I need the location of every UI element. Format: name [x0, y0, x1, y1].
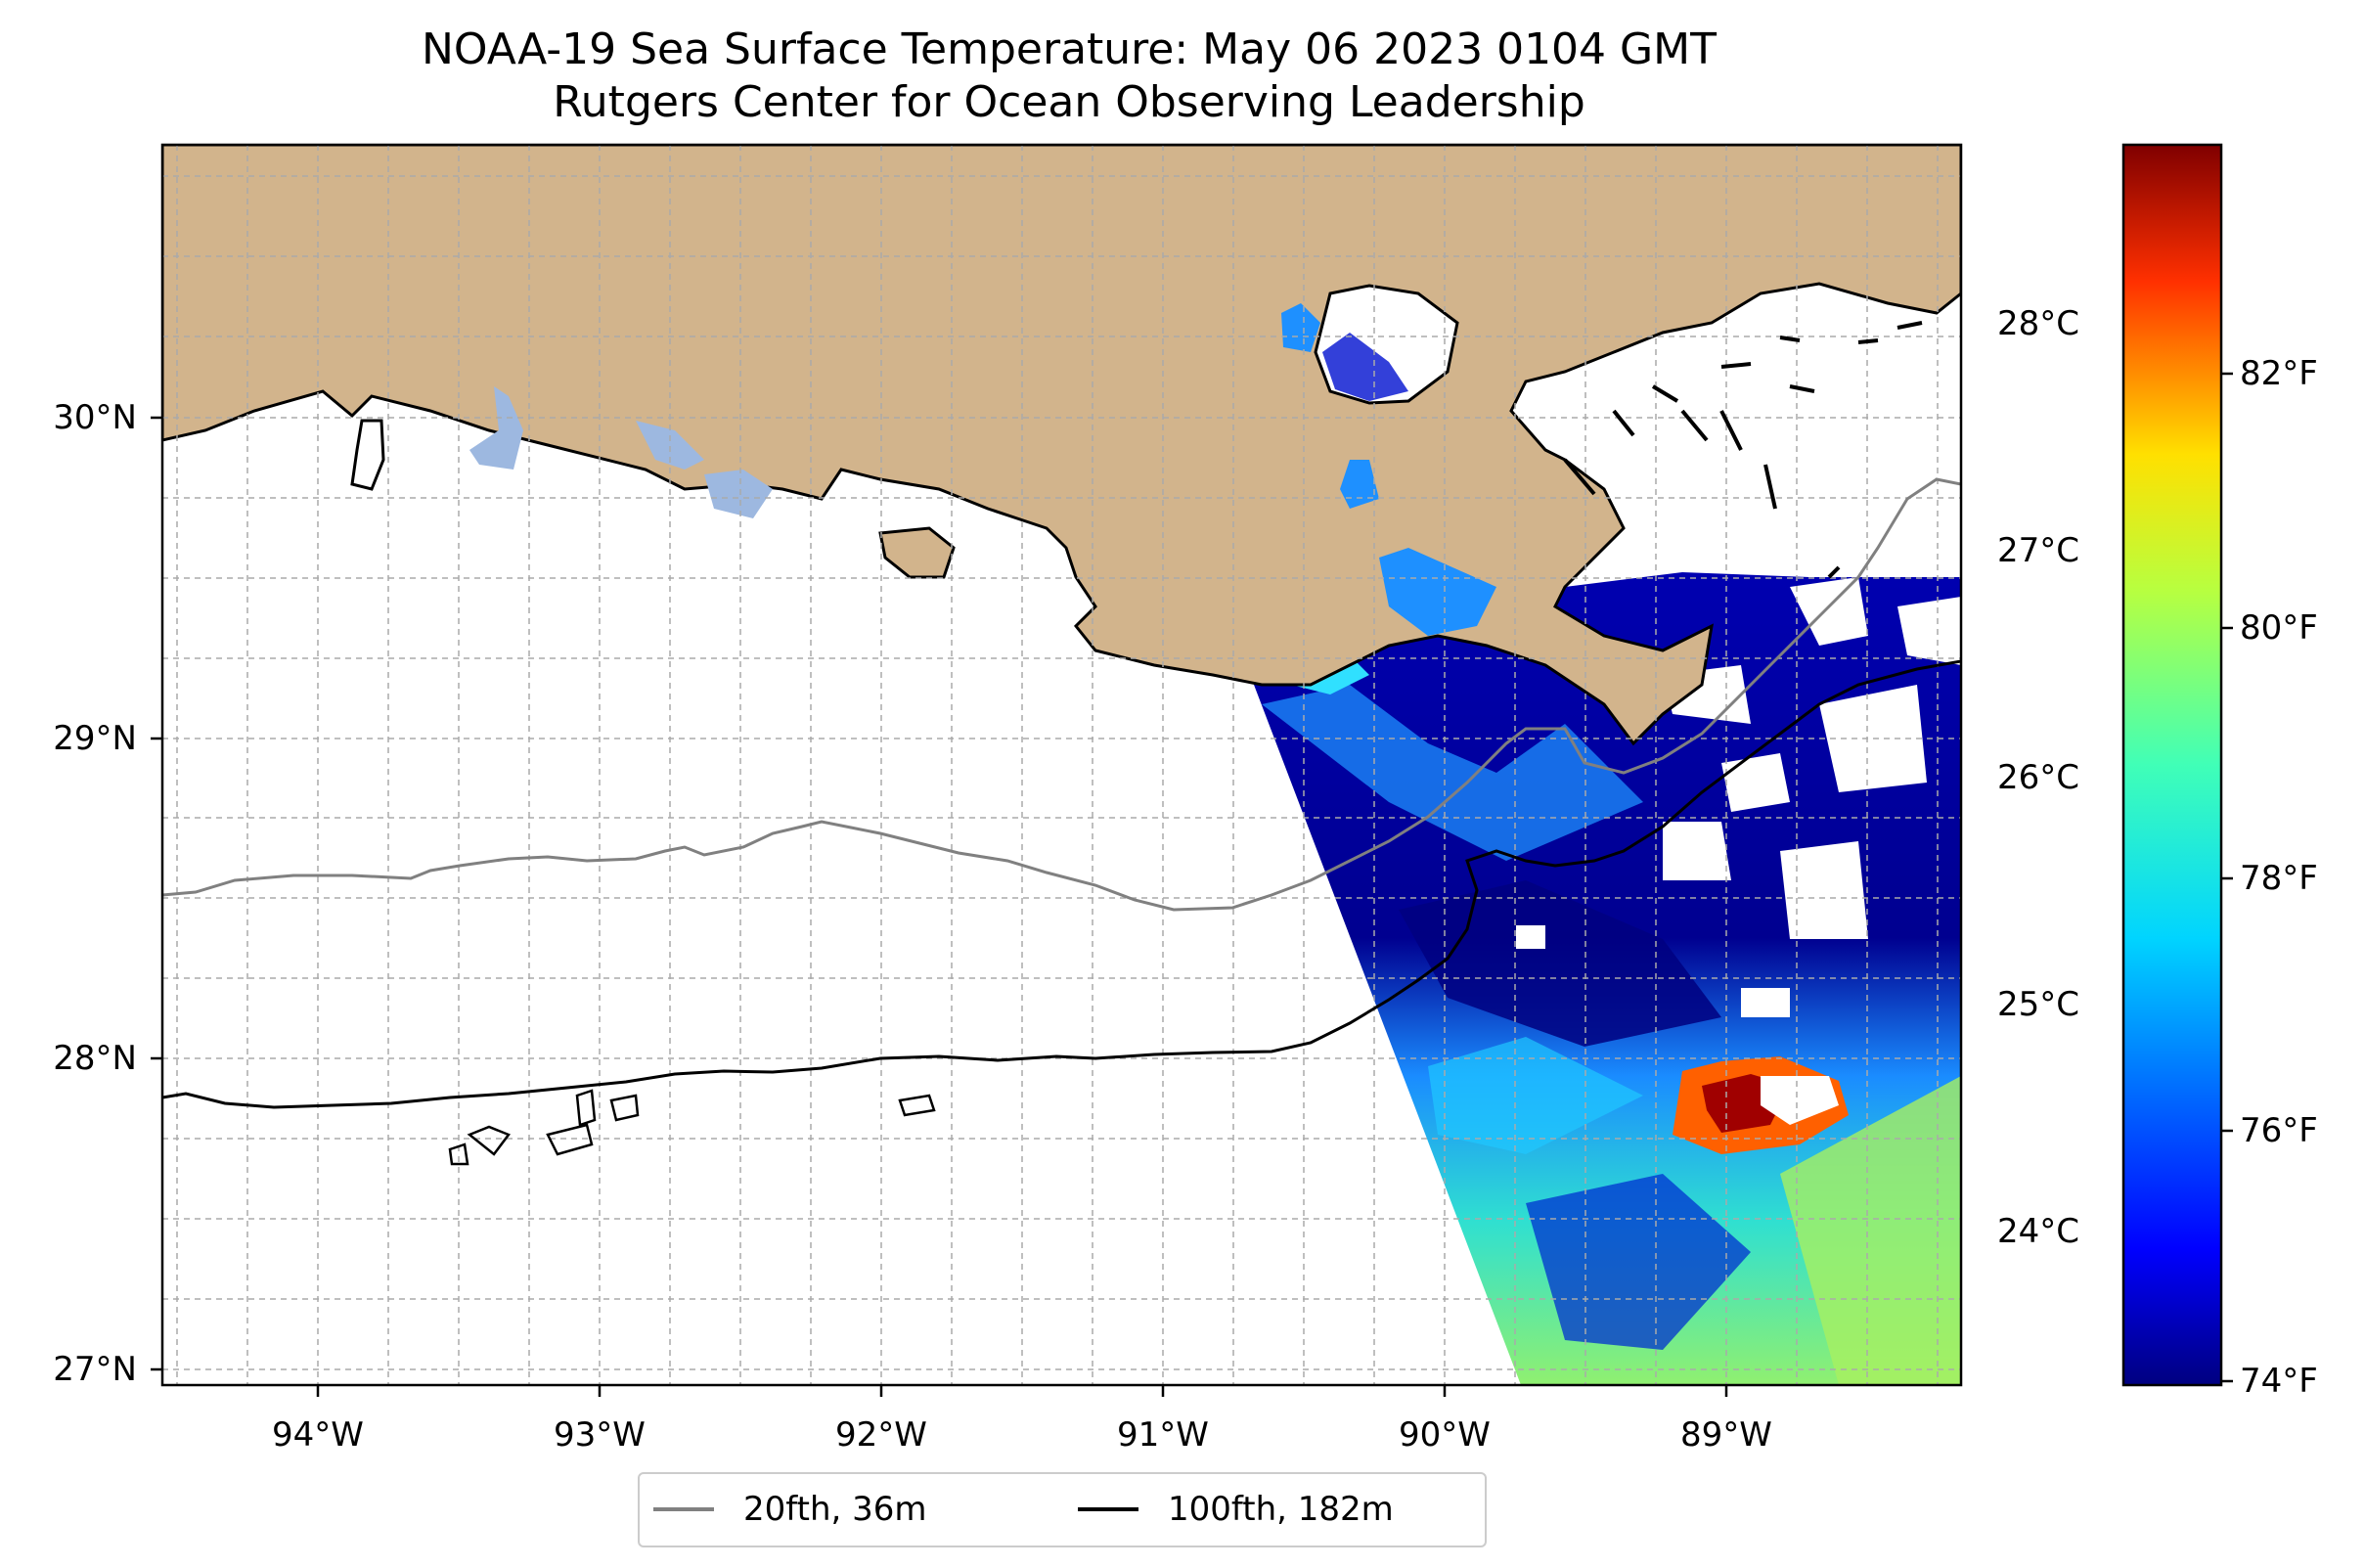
- lon-label-94w: 94°W: [272, 1415, 364, 1455]
- lake-grand: [636, 421, 704, 470]
- colorbar-label-25c: 25°C: [1997, 985, 2080, 1024]
- land-louisiana: [162, 145, 1961, 746]
- colorbar-label-28c: 28°C: [1997, 304, 2080, 343]
- isobath-20fth: [162, 477, 1961, 912]
- delta-island-dashes: [1563, 321, 1923, 579]
- lon-label-90w: 90°W: [1399, 1415, 1491, 1455]
- colorbar-label-82f: 82°F: [2240, 354, 2318, 393]
- lon-label-93w: 93°W: [554, 1415, 646, 1455]
- chart-title: NOAA-19 Sea Surface Temperature: May 06 …: [422, 24, 1717, 74]
- legend-label-20fth: 20fth, 36m: [743, 1490, 927, 1529]
- legend-label-100fth: 100fth, 182m: [1168, 1490, 1394, 1529]
- shoal-outlines: [448, 1089, 936, 1166]
- colorbar-label-26c: 26°C: [1997, 758, 2080, 797]
- colorbar-gradient: [2121, 143, 2223, 1387]
- legend: 20fth, 36m 100fth, 182m: [638, 1472, 1487, 1547]
- map-frame: [160, 143, 1963, 1387]
- chart-subtitle: Rutgers Center for Ocean Observing Leade…: [553, 77, 1585, 127]
- lat-label-30n: 30°N: [53, 398, 137, 437]
- axis-ticks: [151, 416, 1728, 1397]
- colorbar-label-27c: 27°C: [1997, 531, 2080, 570]
- colorbar-label-78f: 78°F: [2240, 859, 2318, 898]
- colorbar-label-76f: 76°F: [2240, 1111, 2318, 1150]
- legend-swatch-20fth: [653, 1507, 714, 1511]
- lon-label-92w: 92°W: [835, 1415, 927, 1455]
- colorbar-ticks: [2221, 372, 2233, 1383]
- legend-swatch-100fth: [1078, 1507, 1138, 1511]
- lat-label-27n: 27°N: [53, 1350, 137, 1389]
- lon-label-89w: 89°W: [1680, 1415, 1772, 1455]
- lake-calcasieu: [469, 386, 523, 470]
- lake-sabine: [350, 419, 385, 491]
- map-panel: [162, 145, 1961, 1385]
- colorbar-label-24c: 24°C: [1997, 1212, 2080, 1251]
- lon-label-91w: 91°W: [1117, 1415, 1209, 1455]
- grid-lines: [162, 145, 1961, 1385]
- bay-vermilion: [878, 526, 956, 579]
- colorbar-label-80f: 80°F: [2240, 608, 2318, 648]
- lake-small: [1281, 303, 1320, 352]
- colorbar: [2121, 143, 2233, 1387]
- isobath-100fth: [162, 659, 1961, 1109]
- lake-white: [704, 470, 773, 518]
- coastal-color-patches: [1340, 460, 1496, 636]
- lat-label-28n: 28°N: [53, 1039, 137, 1078]
- lat-label-29n: 29°N: [53, 719, 137, 758]
- lake-color-fill: [1322, 333, 1408, 401]
- colorbar-label-74f: 74°F: [2240, 1362, 2318, 1401]
